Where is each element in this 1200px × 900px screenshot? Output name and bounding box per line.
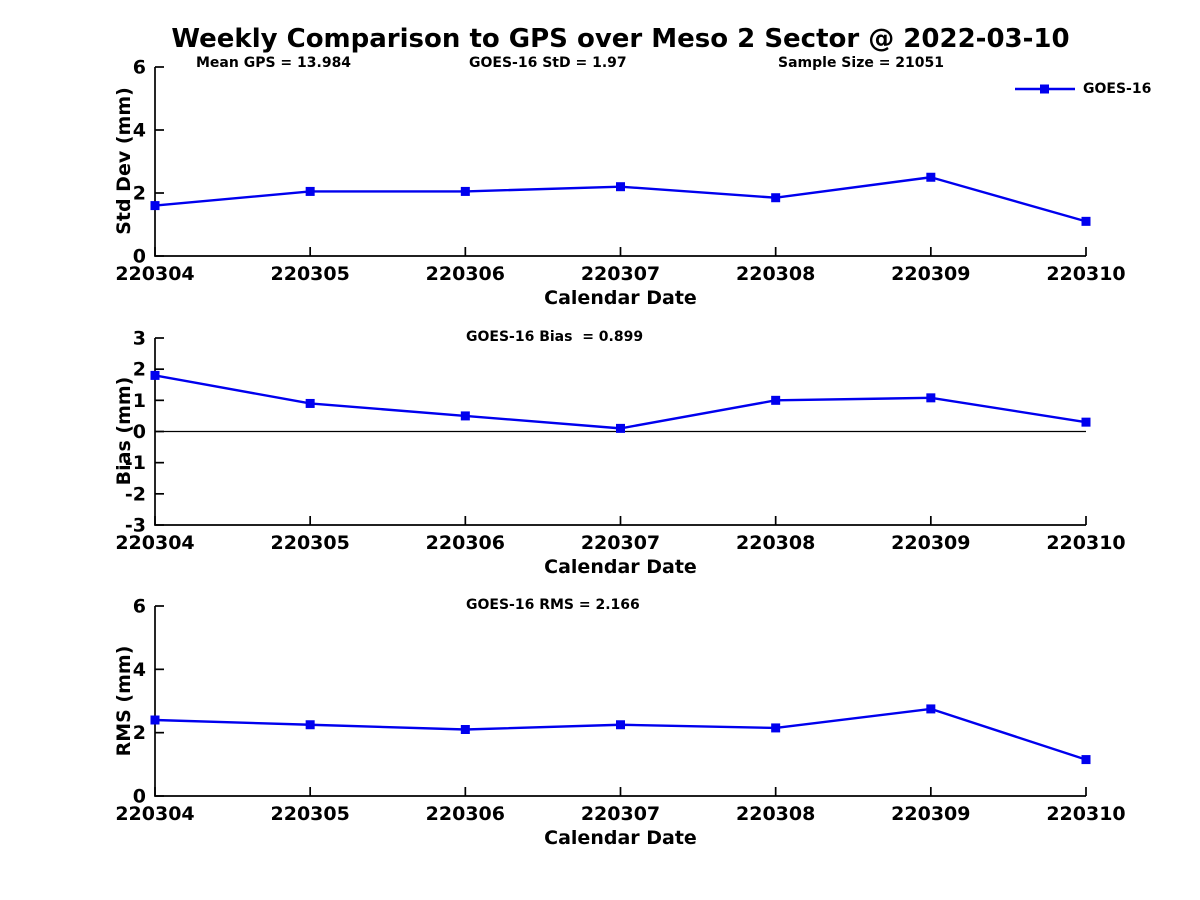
y-tick-label: 4 [133, 120, 146, 142]
y-tick-label: 2 [133, 359, 146, 381]
y-axis-label-std-dev: Std Dev (mm) [113, 87, 135, 235]
axes [154, 67, 1086, 257]
x-tick-label: 220307 [581, 263, 660, 285]
data-point-marker [460, 411, 470, 421]
x-tick-label: 220308 [736, 803, 815, 825]
data-point-marker [460, 725, 470, 734]
chart-std-dev: 0 2 4 6 220304 220305 220306 220307 220308 220309… [115, 57, 1125, 286]
annotation-mean-gps: Mean GPS = 13.984 [196, 55, 352, 71]
legend-label: GOES-16 [1083, 81, 1152, 97]
chart-rms: 0 2 4 6 220304 220305 220306 220307 220308 220309… [115, 596, 1125, 826]
x-tick-label: 220304 [115, 263, 194, 285]
data-point-marker [926, 172, 936, 182]
data-point-marker [305, 186, 315, 196]
x-tick-label: 220306 [426, 263, 505, 285]
data-point-marker [150, 715, 160, 725]
x-axis-label-chart-2: Calendar Date [544, 556, 697, 578]
y-axis-label-bias: Bias (mm) [113, 376, 135, 486]
annotation-goes16-bias: GOES-16 Bias = 0.899 [466, 329, 644, 345]
x-tick-label: 220309 [891, 532, 970, 554]
y-tick-label: 3 [133, 328, 146, 350]
axes [154, 606, 1086, 797]
legend-marker-icon [1040, 84, 1049, 94]
x-tick-label: 220306 [426, 532, 505, 554]
x-tick-label: 220304 [115, 532, 194, 554]
x-axis-label-chart-1: Calendar Date [544, 287, 697, 309]
data-point-marker [771, 395, 781, 405]
y-tick-label: 6 [133, 596, 146, 618]
y-tick-label: 0 [133, 421, 146, 443]
y-tick-label: 0 [133, 246, 146, 268]
y-tick-label: 0 [133, 786, 146, 808]
data-point-marker [1081, 216, 1091, 226]
y-tick-label: 1 [133, 390, 146, 412]
data-point-marker [1081, 417, 1091, 427]
x-tick-label: 220305 [271, 532, 350, 554]
x-tick-label: 220309 [891, 263, 970, 285]
x-tick-label: 220310 [1046, 532, 1125, 554]
annotation-sample-size: Sample Size = 21051 [778, 55, 945, 71]
legend-swatch [1015, 84, 1075, 94]
x-tick-label: 220310 [1046, 263, 1125, 285]
data-point-marker [616, 423, 625, 433]
y-tick-label: -3 [125, 515, 146, 537]
y-tick-label: 4 [133, 659, 146, 681]
data-point-marker [305, 398, 315, 408]
x-tick-label: 220310 [1046, 803, 1125, 825]
x-tick-label: 220308 [736, 263, 815, 285]
legend: GOES-16 [1014, 81, 1151, 97]
data-line [154, 707, 1087, 761]
x-tick-label: 220308 [736, 532, 815, 554]
data-point-marker [616, 182, 625, 192]
x-tick-label: 220304 [115, 803, 194, 825]
data-point-marker [926, 393, 936, 403]
data-point-marker [150, 370, 160, 380]
y-tick-label: 2 [133, 722, 146, 744]
data-point-marker [771, 193, 781, 203]
x-tick-label: 220307 [581, 803, 660, 825]
data-point-marker [150, 201, 160, 211]
data-point-marker [926, 704, 936, 714]
data-point-marker [1081, 755, 1091, 765]
annotation-goes16-rms: GOES-16 RMS = 2.166 [466, 597, 640, 613]
y-tick-label: 6 [133, 57, 146, 79]
x-tick-label: 220306 [426, 803, 505, 825]
data-point-marker [616, 720, 625, 730]
y-tick-label: -1 [125, 452, 146, 474]
data-line [154, 374, 1087, 430]
y-tick-label: -2 [125, 483, 146, 505]
figure-title: Weekly Comparison to GPS over Meso 2 Sec… [171, 24, 1070, 54]
x-tick-label: 220305 [271, 263, 350, 285]
data-point-marker [305, 720, 315, 730]
x-tick-label: 220305 [271, 803, 350, 825]
y-axis-label-rms: RMS (mm) [113, 645, 135, 757]
data-point-marker [771, 723, 781, 733]
x-tick-label: 220309 [891, 803, 970, 825]
annotation-goes16-std: GOES-16 StD = 1.97 [469, 55, 627, 71]
x-axis-label-chart-3: Calendar Date [544, 827, 697, 849]
data-point-marker [460, 186, 470, 196]
x-tick-label: 220307 [581, 532, 660, 554]
y-tick-label: 2 [133, 183, 146, 205]
